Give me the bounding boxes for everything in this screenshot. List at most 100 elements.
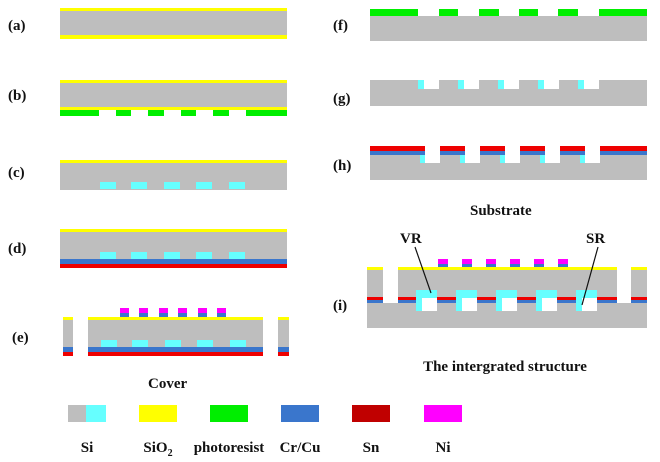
legend-swatch (139, 405, 177, 422)
sn-layer (519, 146, 545, 151)
doped-si-region (100, 252, 116, 259)
sn-layer (278, 352, 289, 356)
legend-swatch (352, 405, 390, 422)
sn-layer (439, 146, 465, 151)
si-cover (367, 270, 383, 297)
sn-layer (599, 146, 647, 151)
photoresist-segment (479, 9, 499, 16)
step-label-d: (d) (8, 241, 26, 257)
photoresist-segment (439, 9, 458, 16)
sio2-layer (278, 317, 289, 320)
crcu-layer (88, 347, 263, 352)
ni-pad (139, 308, 148, 313)
etched-cavity (498, 80, 519, 89)
step-label-g: (g) (333, 91, 351, 107)
legend-label: Si (81, 440, 94, 456)
legend: Si SiO2 photoresist Cr/Cu Sn Ni (68, 405, 462, 459)
doped-si-region (132, 340, 148, 347)
doped-si-sidewall (580, 155, 585, 163)
crcu-pad (217, 313, 226, 317)
crcu-pad (462, 264, 472, 267)
crcu-layer (63, 347, 73, 352)
doped-si-region (196, 182, 212, 189)
vertical-resistor-cavity (502, 298, 517, 311)
vr-pointer-line (414, 246, 432, 294)
doped-si-region (100, 182, 116, 189)
doped-si-region (131, 252, 147, 259)
etched-cavity (578, 80, 599, 89)
sn-layer (63, 352, 73, 356)
ni-pad (462, 259, 472, 264)
etched-cavity (465, 146, 480, 163)
etched-cavity (458, 80, 479, 89)
step-label-e: (e) (12, 330, 29, 346)
legend-label: Ni (436, 440, 451, 456)
vertical-resistor-cavity (462, 298, 477, 311)
legend-label: Cr/Cu (280, 440, 321, 456)
annotation-vr: VR (400, 231, 422, 247)
si-wafer (60, 83, 287, 107)
sn-layer (559, 146, 585, 151)
doped-si-sidewall (578, 80, 584, 89)
sio2-layer (398, 267, 617, 270)
si-substrate (370, 16, 647, 41)
etched-cavity (418, 80, 439, 89)
crcu-pad (120, 313, 129, 317)
annotation-sr: SR (586, 231, 605, 247)
ni-pad (486, 259, 496, 264)
legend-label: photoresist (194, 440, 265, 456)
sio2-layer (631, 267, 647, 270)
step-label-i: (i) (333, 298, 347, 314)
doped-si-region (229, 252, 245, 259)
etched-cavity (545, 146, 560, 163)
crcu-pad (510, 264, 520, 267)
sio2-layer (60, 107, 287, 110)
crcu-layer (559, 151, 585, 155)
photoresist-segment (558, 9, 578, 16)
photoresist-segment (60, 110, 99, 116)
step-label-a: (a) (8, 18, 26, 34)
photoresist-segment (599, 9, 647, 16)
caption-cover: Cover (148, 376, 187, 392)
doped-si-region (196, 252, 212, 259)
doped-si-region (197, 340, 213, 347)
crcu-layer (367, 300, 383, 303)
step-label-c: (c) (8, 165, 25, 181)
sn-layer (479, 146, 505, 151)
sn-layer (631, 297, 647, 300)
ni-pad (159, 308, 168, 313)
legend-label: SiO2 (143, 440, 172, 459)
si-cover (63, 320, 73, 347)
crcu-layer (631, 300, 647, 303)
photoresist-segment (519, 9, 538, 16)
doped-si-region (101, 340, 117, 347)
ni-pad (438, 259, 448, 264)
ni-pad (198, 308, 207, 313)
ni-pad (558, 259, 568, 264)
doped-si-sidewall (540, 155, 545, 163)
sn-layer (88, 352, 263, 356)
doped-si-sidewall (500, 155, 505, 163)
photoresist-segment (181, 110, 196, 116)
doped-si-region (164, 252, 180, 259)
doped-si-sidewall (498, 80, 504, 89)
step-label-h: (h) (333, 158, 351, 174)
crcu-layer (599, 151, 647, 155)
legend-swatch (281, 405, 319, 422)
sr-pointer-line (581, 246, 599, 306)
sio2-layer (60, 160, 287, 163)
doped-si-sidewall (420, 155, 425, 163)
crcu-layer (60, 259, 287, 264)
doped-si-region (164, 182, 180, 189)
caption-substrate: Substrate (470, 203, 532, 219)
legend-swatch (210, 405, 248, 422)
doped-si-region (165, 340, 181, 347)
crcu-layer (278, 347, 289, 352)
vertical-resistor-cavity (542, 298, 557, 311)
crcu-layer (370, 151, 425, 155)
ni-pad (217, 308, 226, 313)
crcu-layer (479, 151, 505, 155)
crcu-pad (198, 313, 207, 317)
si-cover (278, 320, 289, 347)
